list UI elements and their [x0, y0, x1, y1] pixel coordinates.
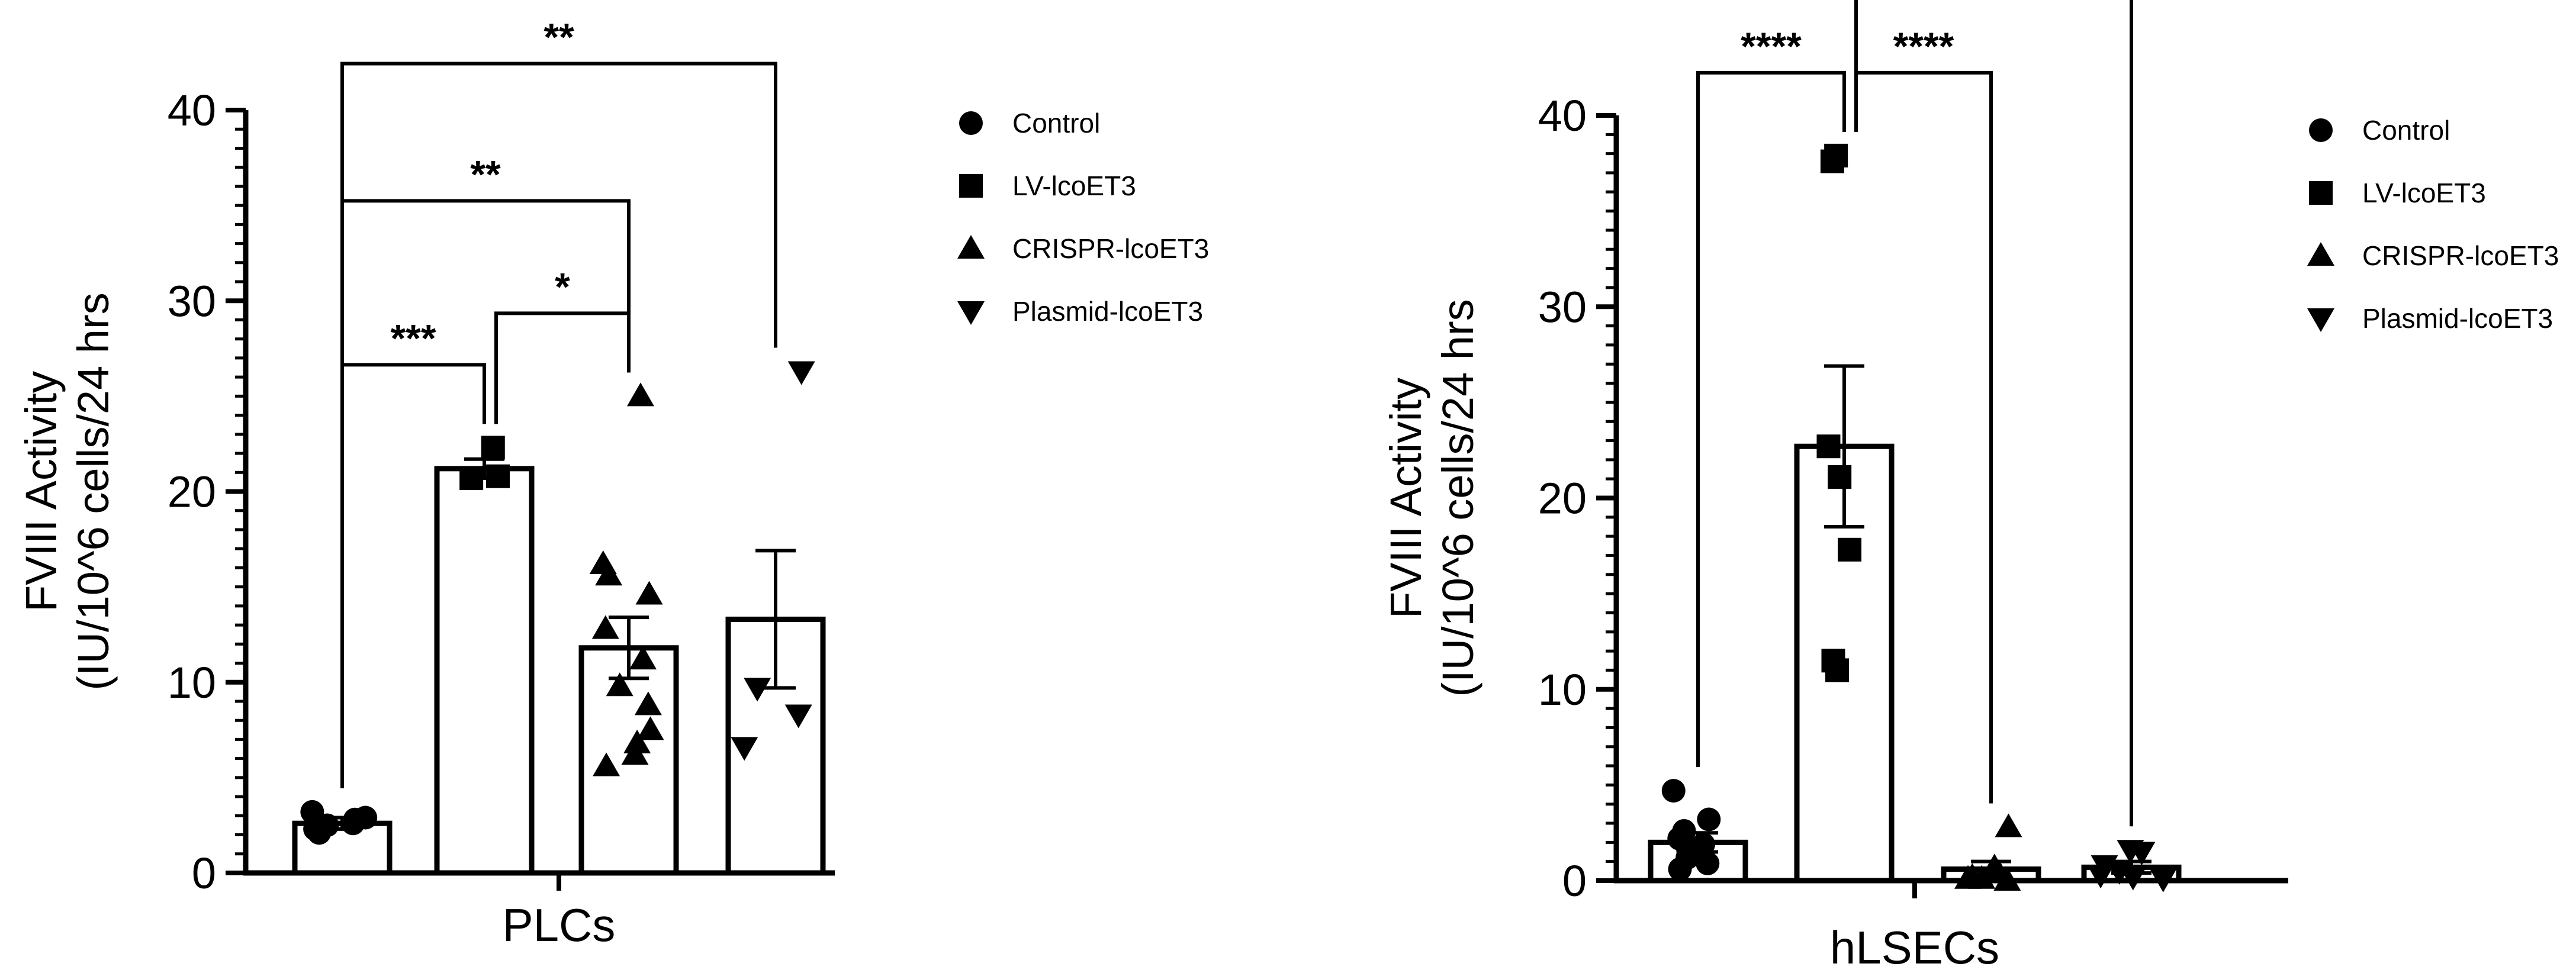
data-point	[2128, 842, 2156, 866]
y-tick-label: 10	[168, 658, 216, 707]
x-axis-label: PLCs	[503, 899, 616, 951]
data-point	[343, 807, 367, 832]
legend-marker	[957, 235, 985, 259]
y-tick-label: 40	[168, 86, 216, 135]
data-point	[623, 729, 651, 753]
data-point	[1668, 857, 1692, 881]
chart-1: 0 10 20 30 40 PLCs FVIII Activity (IU/10^6 cell…	[17, 15, 1209, 951]
legend-label: LV-lcoET3	[2362, 178, 2486, 208]
y-tick-label: 10	[1538, 665, 1587, 714]
significance-bracket	[1854, 0, 2133, 827]
y-tick-label: 20	[1538, 474, 1587, 523]
y-tick-label: 20	[168, 468, 216, 517]
legend-marker	[959, 174, 983, 198]
legend-label: Plasmid-lcoET3	[2362, 303, 2553, 334]
significance-bracket	[340, 62, 777, 788]
y-tick-label: 30	[1538, 282, 1587, 331]
data-point	[1968, 865, 1996, 889]
data-point	[307, 821, 332, 845]
significance-bracket	[494, 311, 631, 424]
data-point	[621, 741, 649, 765]
bar	[292, 820, 393, 876]
legend-label: CRISPR-lcoET3	[1012, 233, 1209, 264]
significance-bracket	[1696, 70, 1846, 768]
significance-label: ****	[1893, 24, 1954, 68]
data-point	[784, 704, 812, 729]
data-point	[459, 466, 484, 490]
y-tick-label: 0	[1562, 856, 1587, 905]
data-point	[629, 646, 657, 670]
chart-2: 0 10 20 30 40 hLSECs FVIII Activity (IU/10^6 ce…	[1381, 0, 2559, 970]
data-point	[634, 691, 662, 716]
data-point	[486, 464, 510, 488]
y-tick-label: 40	[1538, 91, 1587, 140]
data-point	[481, 436, 505, 460]
x-axis-label: hLSECs	[1830, 921, 1999, 970]
data-point	[2149, 868, 2177, 892]
data-point	[1993, 867, 2021, 891]
data-point	[1816, 434, 1841, 459]
data-point	[1995, 813, 2022, 837]
data-point	[744, 678, 771, 702]
data-point	[2119, 866, 2147, 891]
data-point	[1828, 465, 1852, 489]
data-point	[606, 672, 633, 697]
legend-marker	[959, 111, 983, 135]
significance-label: **	[470, 152, 501, 196]
data-point	[1820, 149, 1844, 173]
y-axis-title: FVIII Activity	[17, 371, 66, 612]
legend-label: Plasmid-lcoET3	[1012, 296, 1203, 327]
data-point	[626, 382, 654, 407]
legend-label: LV-lcoET3	[1012, 170, 1136, 201]
data-point	[731, 737, 758, 761]
data-point	[1696, 851, 1720, 875]
data-point	[1825, 658, 1850, 682]
y-tick-label: 0	[192, 849, 216, 898]
significance-label: ****	[1741, 24, 1802, 68]
data-point	[595, 562, 623, 586]
y-tick-label: 30	[168, 276, 216, 326]
y-axis-title: FVIII Activity	[1381, 378, 1430, 618]
data-point	[593, 752, 620, 776]
legend-label: CRISPR-lcoET3	[2362, 240, 2559, 271]
significance-label: ***	[390, 316, 436, 360]
legend-label: Control	[1012, 108, 1100, 138]
legend-marker	[2309, 118, 2333, 142]
legend-marker	[2307, 308, 2334, 332]
y-axis-title: (IU/10^6 cells/24 hrs	[1433, 299, 1482, 697]
data-point	[591, 615, 619, 639]
significance-label: **	[543, 15, 574, 59]
legend-marker	[2309, 181, 2333, 205]
data-point	[1697, 807, 1721, 832]
legend-marker	[2307, 242, 2334, 266]
bar	[434, 466, 535, 876]
data-point	[1838, 537, 1862, 562]
legend-label: Control	[2362, 115, 2450, 146]
data-point	[636, 716, 664, 740]
y-axis-title: (IU/10^6 cells/24 hrs	[69, 292, 118, 690]
data-point	[2087, 865, 2115, 889]
data-point	[787, 361, 815, 385]
data-point	[635, 581, 663, 605]
significance-label: *	[555, 265, 570, 308]
legend-marker	[957, 301, 985, 325]
data-point	[1661, 779, 1686, 803]
